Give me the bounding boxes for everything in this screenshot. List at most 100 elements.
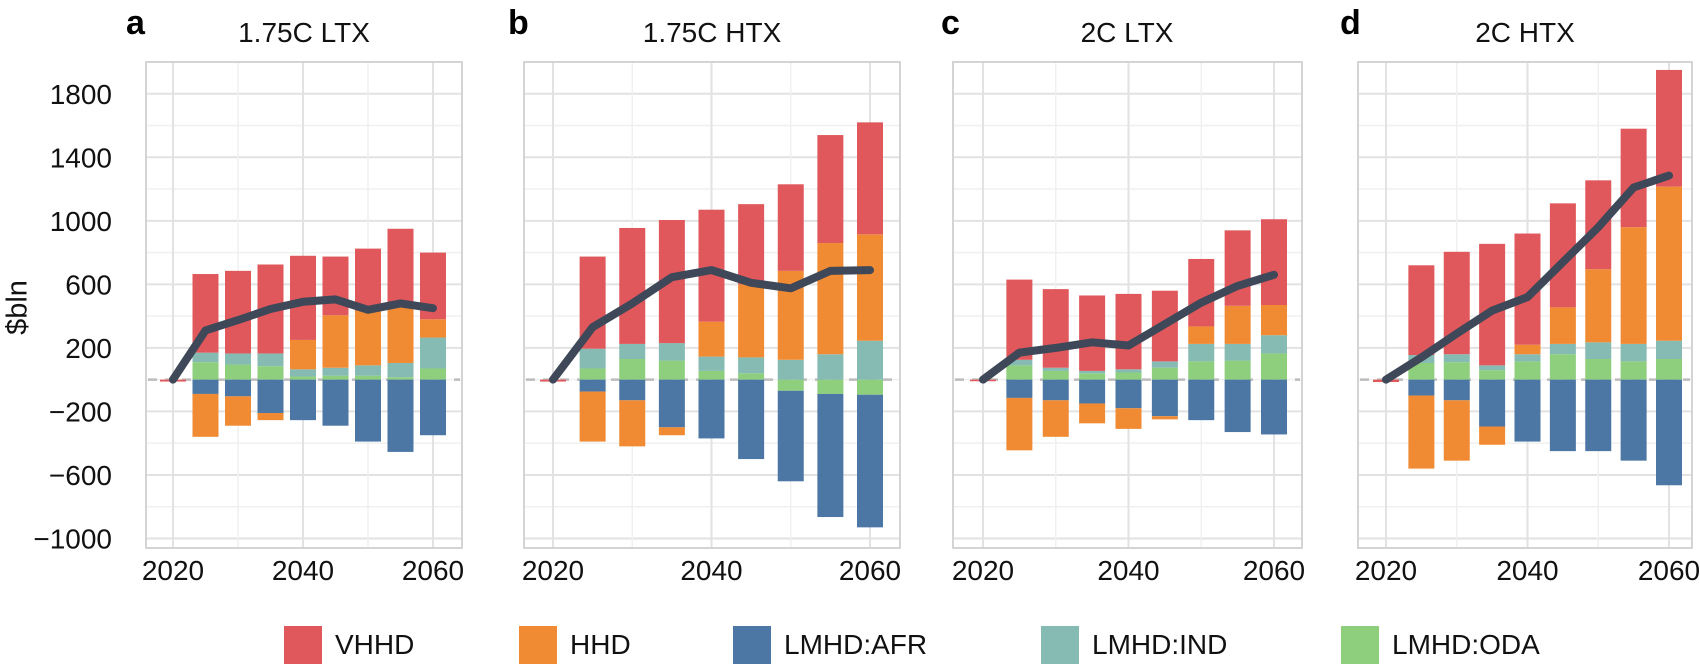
bar-segment-hhd	[619, 400, 646, 447]
bar-segment-lmhd-ind	[817, 354, 844, 380]
x-tick-label: 2040	[680, 555, 742, 586]
x-tick-label: 2060	[839, 555, 901, 586]
legend-label: LMHD:IND	[1092, 629, 1228, 660]
bar-segment-lmhd-ind	[857, 340, 883, 380]
bar-segment-lmhd-ind	[1151, 361, 1178, 368]
bar-segment-vhhd	[698, 209, 725, 322]
net-total-line	[979, 270, 1278, 384]
bar-segment-hhd	[1656, 186, 1682, 341]
legend-label: HHD	[570, 629, 631, 660]
x-tick-label: 2040	[272, 555, 334, 586]
bar-segment-hhd	[290, 339, 316, 370]
bar-segment-lmhd-oda	[1115, 372, 1142, 380]
bar-segment-lmhd-afr	[1079, 379, 1106, 404]
bar-segment-lmhd-oda	[1042, 370, 1069, 380]
bar-segment-lmhd-ind	[1549, 343, 1576, 355]
lmhd-afr-swatch-icon	[733, 626, 771, 664]
bar-segment-hhd	[355, 310, 381, 366]
bar-segment-hhd	[1261, 305, 1287, 336]
bar-segment-lmhd-oda	[290, 376, 316, 380]
bar-segment-lmhd-afr	[387, 379, 414, 452]
bar-segment-lmhd-afr	[817, 393, 844, 518]
bar-segment-lmhd-afr	[1479, 379, 1506, 427]
bar-segment-lmhd-ind	[225, 353, 251, 365]
bar-segment-lmhd-ind	[290, 369, 316, 377]
bar-segment-lmhd-afr	[1006, 379, 1033, 398]
bar-segment-lmhd-oda	[857, 379, 883, 395]
y-tick-label: 1400	[50, 142, 112, 173]
panel-title-d: 2C HTX	[1475, 17, 1575, 48]
bar-segment-lmhd-oda	[1151, 367, 1178, 380]
bar-segment-lmhd-afr	[738, 379, 765, 460]
bar-segment-lmhd-oda	[1549, 354, 1576, 380]
bar-segment-lmhd-afr	[1042, 379, 1069, 401]
bar-segment-lmhd-ind	[1479, 365, 1506, 371]
y-tick-label: 1800	[50, 79, 112, 110]
bar-segment-lmhd-afr	[1585, 379, 1612, 452]
bar-segment-lmhd-oda	[1443, 362, 1470, 380]
bar-segment-hhd	[1549, 307, 1576, 344]
bar-segment-lmhd-afr	[1549, 379, 1576, 452]
bar-segment-lmhd-afr	[1151, 379, 1178, 417]
bar-segment-lmhd-oda	[1224, 360, 1251, 380]
bar-segment-lmhd-oda	[698, 370, 725, 380]
y-tick-label: 600	[65, 269, 112, 300]
bar-segment-lmhd-oda	[322, 375, 349, 380]
bar-segment-lmhd-afr	[1188, 379, 1215, 421]
bar-segment-lmhd-afr	[257, 379, 284, 413]
net-total-line	[169, 295, 437, 384]
bar-segment-vhhd	[1006, 279, 1033, 360]
bar-segment-lmhd-oda	[579, 368, 606, 380]
bar-segment-lmhd-oda	[1261, 353, 1287, 380]
bar-segment-vhhd	[857, 122, 883, 235]
bar-segment-lmhd-afr	[420, 379, 446, 436]
bar-segment-lmhd-afr	[1514, 379, 1541, 442]
bar-segment-lmhd-oda	[1408, 362, 1435, 380]
legend: VHHD HHD LMHD:AFR LMHD:IND LMHD:ODA	[0, 626, 1700, 665]
bar-segment-vhhd	[1115, 293, 1142, 370]
bar-segment-hhd	[1514, 344, 1541, 355]
bar-segment-hhd	[1079, 403, 1106, 424]
x-tick-label: 2020	[522, 555, 584, 586]
bar-segment-lmhd-oda	[257, 366, 284, 380]
bar-segment-lmhd-oda	[1620, 361, 1647, 380]
panel-border	[1357, 61, 1693, 549]
bar-segment-lmhd-oda	[1514, 361, 1541, 380]
panel-border	[523, 61, 901, 549]
bar-segment-lmhd-ind	[698, 356, 725, 371]
bar-segment-lmhd-ind	[1115, 369, 1142, 373]
bar-segment-lmhd-ind	[192, 352, 219, 363]
legend-label: LMHD:AFR	[784, 629, 928, 660]
x-tick-label: 2040	[1097, 555, 1159, 586]
bar-segment-lmhd-afr	[698, 379, 725, 439]
bar-segment-lmhd-afr	[619, 379, 646, 401]
bar-segment-lmhd-oda	[192, 362, 219, 380]
bar-segment-lmhd-afr	[1620, 379, 1647, 461]
bar-segment-vhhd	[1079, 295, 1106, 371]
panel-border	[952, 61, 1303, 549]
x-tick-label: 2040	[1496, 555, 1558, 586]
bar-segment-hhd	[1224, 305, 1251, 344]
bar-segment-lmhd-oda	[738, 373, 765, 380]
panel-title-b: 1.75C HTX	[642, 17, 782, 48]
x-tick-label: 2020	[952, 555, 1014, 586]
bar-segment-lmhd-ind	[1620, 343, 1647, 362]
bar-segment-hhd	[387, 305, 414, 363]
bar-segment-hhd	[192, 393, 219, 437]
bar-segment-vhhd	[1656, 69, 1682, 187]
bar-segment-lmhd-ind	[1656, 340, 1682, 359]
panel-title-c: 2C LTX	[1080, 17, 1174, 48]
bar-segment-lmhd-ind	[579, 348, 606, 369]
legend-label: VHHD	[335, 629, 415, 660]
bar-segment-lmhd-afr	[1443, 379, 1470, 401]
bar-segment-lmhd-ind	[420, 337, 446, 369]
net-total-line	[1382, 171, 1673, 384]
x-tick-label: 2020	[1355, 555, 1417, 586]
bar-segment-lmhd-ind	[738, 357, 765, 374]
bar-segment-lmhd-afr	[1224, 379, 1251, 433]
bar-segment-vhhd	[1188, 258, 1215, 327]
bar-segment-hhd	[1479, 426, 1506, 445]
bar-segment-vhhd	[225, 270, 251, 354]
lmhd-ind-swatch-icon	[1041, 626, 1079, 664]
bar-segment-lmhd-oda	[619, 359, 646, 380]
